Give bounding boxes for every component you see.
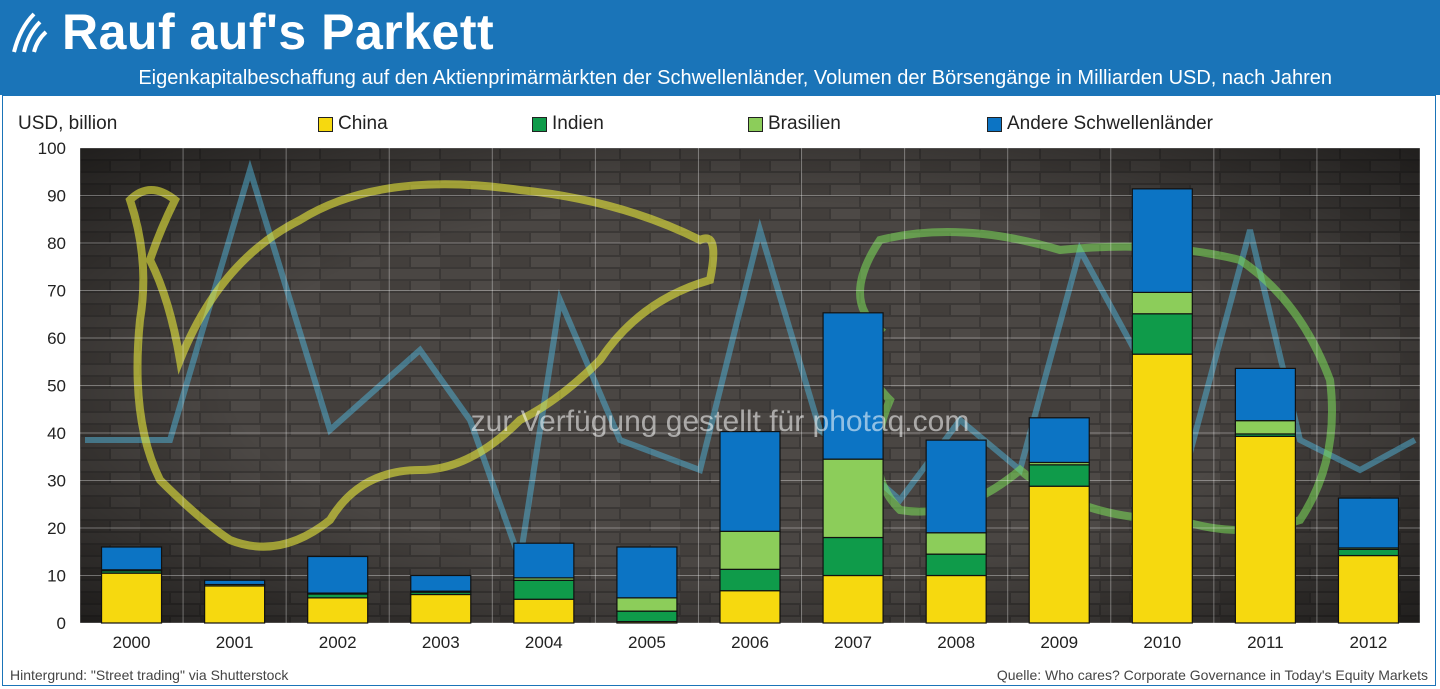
bar-china-2000 (100, 572, 163, 624)
legend-item-china: China (318, 113, 388, 135)
bar-indien-2008 (925, 553, 987, 577)
y-tick-label: 80 (47, 234, 66, 253)
bar-china-2012 (1337, 554, 1400, 624)
y-tick-label: 90 (47, 187, 66, 206)
y-tick-label: 50 (47, 377, 66, 396)
legend-label-indien: Indien (552, 113, 604, 134)
y-tick-label: 60 (47, 329, 66, 348)
bar-andere-2007 (822, 312, 884, 460)
legend-swatch-indien (532, 116, 547, 132)
bar-andere-2011 (1234, 367, 1296, 422)
bar-indien-2006 (719, 568, 781, 592)
bar-brasilien-2005 (616, 597, 678, 612)
y-tick-label: 0 (57, 614, 66, 633)
legend-item-indien: Indien (532, 113, 604, 135)
footer-source: Quelle: Who cares? Corporate Governance … (996, 667, 1428, 683)
bar-andere-2005 (616, 546, 678, 599)
chart-subtitle: Eigenkapitalbeschaffung auf den Aktienpr… (138, 67, 1332, 89)
bar-china-2011 (1234, 435, 1296, 624)
y-tick-label: 10 (47, 567, 66, 586)
bar-andere-2008 (925, 439, 987, 534)
bar-china-2008 (925, 574, 987, 624)
bar-brasilien-2006 (719, 530, 781, 570)
legend-swatch-andere (987, 116, 1002, 132)
x-tick-label: 2006 (731, 633, 769, 652)
legend-swatch-brasilien (748, 116, 763, 132)
bar-china-2006 (719, 590, 781, 624)
bar-andere-2009 (1028, 417, 1090, 464)
legend-label-andere: Andere Schwellenländer (1007, 113, 1213, 134)
bar-china-2003 (410, 593, 472, 624)
oecd-logo-icon (12, 12, 48, 53)
bar-andere-2001 (204, 579, 266, 586)
bar-china-2002 (307, 597, 369, 624)
bar-andere-2012 (1337, 497, 1400, 549)
y-tick-label: 30 (47, 472, 66, 491)
bar-indien-2005 (616, 610, 678, 623)
x-tick-label: 2009 (1040, 633, 1078, 652)
bar-indien-2012 (1337, 548, 1400, 557)
bars-group (100, 188, 1400, 624)
bar-brasilien-2008 (925, 532, 987, 555)
bar-china-2004 (513, 598, 575, 624)
x-tick-label: 2000 (113, 633, 151, 652)
plot-background (80, 148, 1420, 623)
y-tick-label: 20 (47, 519, 66, 538)
bar-china-2009 (1028, 485, 1090, 624)
bar-china-2010 (1131, 353, 1193, 624)
x-tick-label: 2011 (1247, 633, 1284, 652)
bar-indien-2010 (1131, 313, 1193, 355)
x-tick-label: 2002 (319, 633, 357, 652)
x-tick-labels: 2000 2001 2002 2003 2004 2005 2006 2007 2008 2009… (113, 633, 1388, 652)
legend-swatch-china (318, 116, 333, 132)
x-tick-label: 2007 (834, 633, 872, 652)
y-tick-label: 100 (38, 139, 66, 158)
x-tick-label: 2008 (937, 633, 975, 652)
y-axis-label: USD, billion (18, 113, 118, 134)
x-tick-label: 2004 (525, 633, 563, 652)
y-tick-label: 70 (47, 282, 66, 301)
bar-indien-2004 (513, 579, 575, 600)
legend-item-brasilien: Brasilien (748, 113, 841, 135)
bar-brasilien-2011 (1234, 420, 1296, 435)
bar-andere-2003 (410, 574, 472, 592)
x-tick-label: 2001 (216, 633, 254, 652)
x-tick-label: 2012 (1350, 633, 1388, 652)
y-tick-label: 40 (47, 424, 66, 443)
bar-andere-2010 (1131, 188, 1193, 294)
bar-andere-2002 (307, 555, 369, 594)
legend-item-andere: Andere Schwellenländer (987, 113, 1213, 135)
header-band: Rauf auf's Parkett Eigenkapitalbeschaffu… (0, 0, 1440, 95)
bar-china-2007 (822, 574, 884, 624)
y-tick-labels: 0 10 20 30 40 50 60 70 80 90 100 (38, 139, 66, 633)
x-tick-label: 2010 (1143, 633, 1181, 652)
x-tick-label: 2003 (422, 633, 460, 652)
bar-brasilien-2007 (822, 458, 884, 539)
footer-credit: Hintergrund: "Street trading" via Shutte… (10, 667, 289, 683)
chart-title: Rauf auf's Parkett (62, 4, 495, 60)
bar-andere-2006 (719, 430, 781, 532)
bar-indien-2009 (1028, 464, 1090, 487)
bar-andere-2000 (100, 546, 163, 571)
x-tick-label: 2005 (628, 633, 666, 652)
bar-china-2001 (204, 585, 266, 624)
legend-label-brasilien: Brasilien (768, 113, 841, 134)
grid-lines (79, 147, 1421, 624)
bar-brasilien-2010 (1131, 291, 1193, 315)
legend-label-china: China (338, 113, 388, 134)
bar-indien-2007 (822, 536, 884, 577)
bar-andere-2004 (513, 542, 575, 579)
